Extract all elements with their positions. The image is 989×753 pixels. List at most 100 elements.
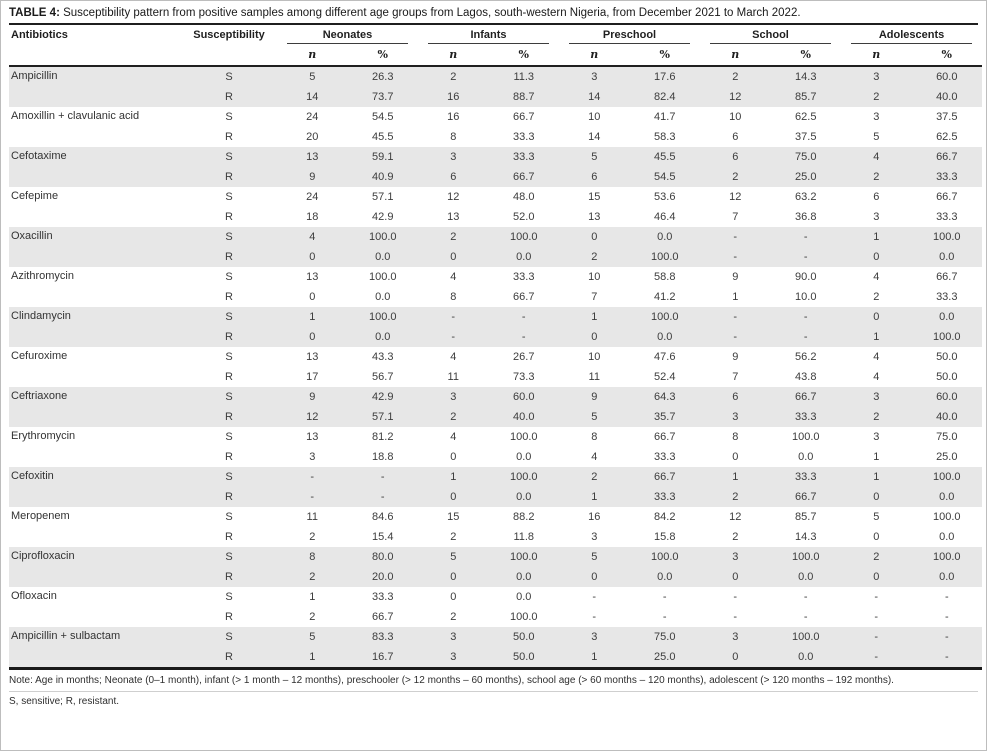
table-row: R 9 40.9 6 66.7 6 54.5 2 25.0 2 33.3	[9, 167, 983, 187]
value-cell: 11	[306, 511, 318, 523]
value-cell: 60.0	[911, 66, 983, 87]
group-header-adolescents: Adolescents	[841, 25, 982, 46]
table-row: R - -0 0.0 1 33.3 2 66.7 0 0.0	[9, 487, 983, 507]
value-cell: 73.7	[347, 87, 418, 107]
value-cell: 16	[588, 511, 601, 523]
table-row: Ofloxacin S 1 33.3 0 0.0 - - - - - -	[9, 587, 982, 607]
value-cell: 2	[700, 66, 771, 87]
value-cell: 0.0	[911, 487, 983, 507]
table-row: R 2 15.4 2 11.8 3 15.8 2 14.3 0 0.0	[9, 527, 982, 547]
value-cell: 3	[591, 531, 598, 543]
value-cell: 62.5	[795, 111, 817, 123]
value-cell: 0	[277, 247, 348, 267]
value-cell: 50.0	[488, 627, 559, 647]
value-cell: 2	[418, 66, 489, 87]
value-cell: 42.9	[347, 387, 418, 407]
value-cell: 14.3	[770, 66, 842, 87]
value-cell: 7	[732, 371, 739, 383]
value-cell: 11.3	[488, 66, 559, 87]
value-cell: -	[662, 591, 667, 603]
value-cell: 1	[277, 307, 348, 327]
susceptibility-cell: R	[225, 291, 233, 303]
value-cell: 80.0	[347, 547, 418, 567]
susceptibility-cell: R	[225, 451, 233, 463]
value-cell: 2	[732, 531, 739, 543]
value-cell: 37.5	[795, 131, 817, 143]
value-cell: 2	[700, 487, 771, 507]
value-cell: 33.3	[488, 147, 559, 167]
value-cell: 2	[418, 227, 489, 247]
susceptibility-cell: R	[181, 87, 277, 107]
value-cell: 0.0	[629, 567, 700, 587]
value-cell: 54.5	[629, 167, 700, 187]
value-cell: 4	[591, 451, 598, 463]
value-cell: 14	[277, 87, 348, 107]
value-cell: 0	[873, 531, 880, 543]
value-cell: 41.2	[654, 291, 676, 303]
susceptibility-cell: S	[181, 66, 277, 87]
value-cell: 50.0	[488, 647, 559, 669]
value-cell: 25.0	[629, 647, 700, 669]
table-row: Cefuroxime S 13 43.3 4 26.7 10 47.6 9 56.2 4 50.0	[9, 347, 982, 367]
value-cell: 33.3	[372, 591, 394, 603]
value-cell: 2	[450, 531, 457, 543]
value-cell: 5	[277, 66, 348, 87]
value-cell: -	[277, 487, 348, 507]
subheader-percent: %	[941, 48, 952, 61]
value-cell: 4	[873, 271, 880, 283]
value-cell: 3	[841, 387, 912, 407]
value-cell: 60.0	[911, 387, 983, 407]
value-cell: -	[347, 467, 418, 487]
value-cell: -	[733, 611, 738, 623]
value-cell: 47.6	[654, 351, 676, 363]
value-cell: 0	[700, 647, 771, 669]
value-cell: 0	[841, 307, 912, 327]
value-cell: 100.0	[629, 547, 700, 567]
value-cell: 45.5	[629, 147, 700, 167]
value-cell: 5	[277, 627, 348, 647]
value-cell: 25.0	[936, 451, 958, 463]
susceptibility-cell: S	[225, 271, 233, 283]
value-cell: 0	[277, 327, 348, 347]
value-cell: 6	[418, 167, 489, 187]
value-cell: 42.9	[372, 211, 394, 223]
value-cell: 2	[309, 611, 316, 623]
value-cell: 50.0	[936, 351, 958, 363]
susceptibility-cell: R	[181, 647, 277, 669]
value-cell: 85.7	[770, 87, 842, 107]
value-cell: 15	[447, 511, 460, 523]
susceptibility-cell: R	[225, 131, 233, 143]
value-cell: 43.8	[795, 371, 817, 383]
value-cell: 100.0	[347, 307, 418, 327]
value-cell: 75.0	[936, 431, 958, 443]
value-cell: -	[874, 611, 879, 623]
table-row: R 20 45.5 8 33.3 14 58.3 6 37.5 5 62.5	[9, 127, 982, 147]
value-cell: -	[770, 307, 842, 327]
value-cell: 1	[559, 307, 630, 327]
value-cell: 100.0	[488, 467, 559, 487]
value-cell: 15	[588, 191, 601, 203]
value-cell: 3	[418, 647, 489, 669]
table-header: Antibiotics Susceptibility Neonates Infants…	[9, 25, 983, 66]
value-cell: 73.3	[513, 371, 535, 383]
value-cell: 66.7	[488, 167, 559, 187]
susceptibility-cell: S	[181, 547, 277, 567]
antibiotic-cell: Ceftriaxone	[9, 387, 181, 427]
value-cell: 66.7	[372, 611, 394, 623]
subheader-n: n	[449, 48, 458, 61]
value-cell: 40.0	[488, 407, 559, 427]
susceptibility-cell: S	[225, 511, 233, 523]
value-cell: 12	[700, 87, 771, 107]
table-row: R 12 57.1 2 40.0 5 35.7 3 33.3 2 40.0	[9, 407, 983, 427]
value-cell: 41.7	[654, 111, 676, 123]
value-cell: 17.6	[629, 66, 700, 87]
value-cell: 4	[873, 351, 880, 363]
subheader-percent: %	[518, 48, 529, 61]
value-cell: 43.3	[372, 351, 394, 363]
value-cell: 3	[700, 627, 771, 647]
value-cell: 0	[309, 291, 316, 303]
value-cell: -	[488, 327, 559, 347]
value-cell: 2	[841, 407, 912, 427]
value-cell: -	[770, 327, 842, 347]
value-cell: 2	[559, 467, 630, 487]
